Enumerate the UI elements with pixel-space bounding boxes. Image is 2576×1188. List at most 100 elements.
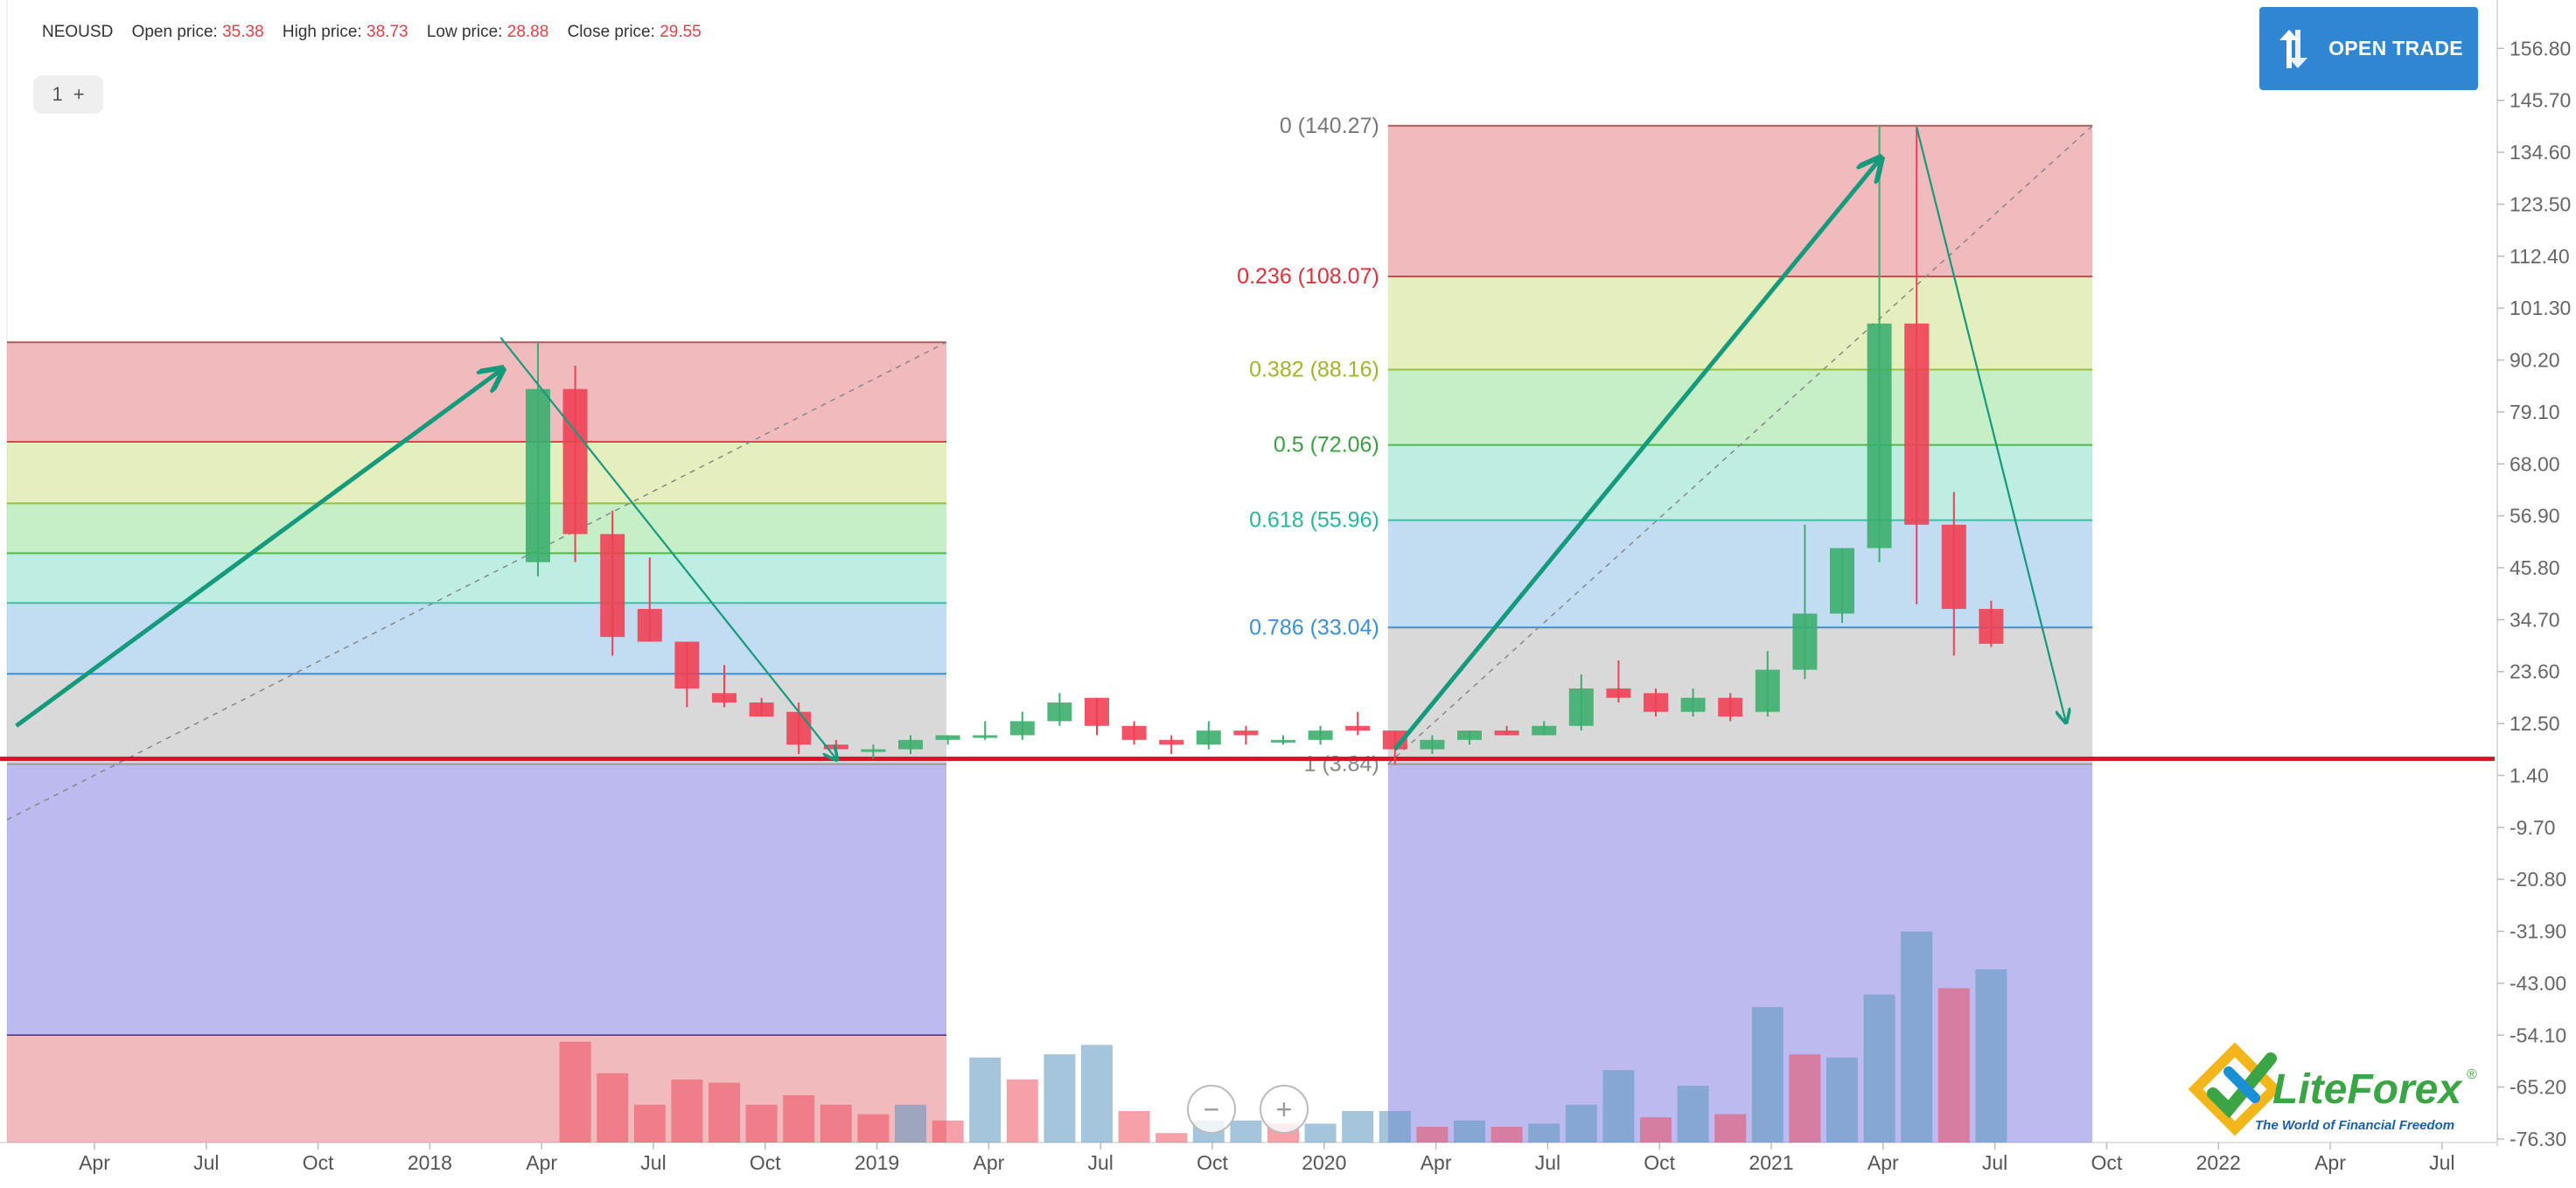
candle-body (1121, 725, 1147, 740)
zoom-in-button[interactable]: + (1260, 1085, 1309, 1134)
volume-bar (1044, 1054, 1076, 1143)
candle-body (1494, 730, 1519, 736)
fib-trendline-0 (6, 341, 947, 821)
x-tick-label: Jul (2429, 1151, 2454, 1174)
trend-arrow-3 (1916, 126, 2065, 721)
candle-body (1047, 702, 1072, 722)
x-tick-label: Oct (750, 1151, 781, 1174)
y-tick-label: 123.50 (2510, 192, 2571, 215)
candle-body (1792, 613, 1818, 670)
fib-label-1: 0.236 (108.07) (1237, 264, 1379, 289)
candle-body (1644, 693, 1668, 712)
candle-body (1904, 323, 1930, 525)
candle-body (1345, 725, 1371, 731)
volume-bar (1751, 1007, 1784, 1143)
volume-bar (1155, 1133, 1188, 1143)
volume-bar (1118, 1111, 1150, 1143)
layers-button[interactable]: 1 + (33, 75, 103, 114)
fib-label-4: 0.618 (55.96) (1249, 508, 1379, 533)
fib-label-0: 0 (140.27) (1280, 114, 1379, 138)
y-tick-label: 134.60 (2510, 141, 2571, 164)
x-tick-label: Jul (640, 1151, 666, 1174)
volume-bar (1342, 1111, 1374, 1143)
x-tick-label: Oct (1197, 1151, 1228, 1174)
volume-bar (1789, 1054, 1821, 1143)
candle-body (1233, 730, 1259, 736)
fib-zone-0-1 (7, 442, 946, 504)
candle-body (562, 388, 588, 535)
y-tick-label: 34.70 (2510, 608, 2560, 631)
x-tick-label: 2021 (1749, 1151, 1793, 1174)
fib-ext-zone-1 (1387, 764, 2093, 1143)
fib-zone-0-2 (7, 503, 946, 554)
y-tick-label: 56.90 (2510, 505, 2560, 528)
candle-body (1867, 323, 1892, 549)
high-price-label: High price: (282, 23, 362, 41)
fib-zone-1-1 (1387, 276, 2093, 370)
liteforex-logo: LiteForex ® The World of Financial Freed… (2187, 1041, 2477, 1137)
y-tick-label: 112.40 (2510, 245, 2570, 268)
volume-bar (1602, 1070, 1635, 1143)
candle-body (1680, 697, 1706, 712)
y-tick-label: -9.70 (2510, 816, 2555, 839)
candle-body (1420, 739, 1445, 750)
candle-body (1755, 669, 1780, 712)
volume-bar (597, 1073, 629, 1143)
open-trade-button[interactable]: OPEN TRADE (2259, 7, 2478, 90)
fib-zone-1-4 (1387, 520, 2093, 628)
y-tick-label: 12.50 (2510, 712, 2560, 735)
x-tick-label: Apr (1867, 1151, 1899, 1174)
trend-arrow-0 (15, 370, 501, 728)
y-tick-label: -43.00 (2510, 972, 2566, 995)
y-tick-label: -31.90 (2510, 920, 2566, 943)
candle-body (973, 735, 998, 738)
volume-bar (820, 1104, 852, 1143)
candle-body (935, 735, 960, 740)
candle-body (1457, 730, 1482, 740)
candle-body (898, 739, 923, 750)
volume-bar (559, 1041, 591, 1143)
x-tick-label: Apr (526, 1151, 557, 1174)
fib-label-5: 0.786 (33.04) (1249, 615, 1379, 639)
candle-body (1308, 730, 1333, 740)
fib-zone-0-0 (7, 342, 946, 443)
volume-bar (969, 1057, 1002, 1143)
x-tick-label: Jul (193, 1151, 219, 1174)
y-tick-label: 145.70 (2510, 89, 2571, 112)
fib-trendline-1 (1387, 125, 2093, 765)
volume-bar (1826, 1057, 1858, 1143)
y-tick-label: 68.00 (2510, 452, 2560, 475)
x-tick-label: Jul (1087, 1151, 1113, 1174)
zoom-out-icon: − (1203, 1093, 1220, 1125)
y-tick-label: -54.10 (2510, 1024, 2566, 1046)
y-tick-label: 1.40 (2510, 764, 2549, 786)
x-tick-label: 2018 (408, 1151, 452, 1174)
volume-bar (1454, 1120, 1485, 1143)
open-price-label: Open price: (131, 23, 218, 41)
fib-zone-1-2 (1387, 369, 2093, 445)
zoom-out-button[interactable]: − (1187, 1085, 1236, 1134)
candle-body (526, 388, 550, 563)
x-tick-label: Jul (1535, 1151, 1560, 1174)
fib-label-6: 1 (3.84) (1304, 751, 1379, 776)
volume-bar (857, 1114, 890, 1143)
x-tick-label: Oct (2091, 1151, 2123, 1174)
candle-body (1718, 697, 1743, 717)
y-tick-label: 156.80 (2510, 37, 2571, 59)
candle-body (600, 534, 625, 638)
y-tick-label: 45.80 (2510, 556, 2560, 579)
high-price-value: 38.73 (367, 23, 408, 41)
y-tick-label: -65.20 (2510, 1076, 2566, 1099)
logo-tagline: The World of Financial Freedom (2255, 1118, 2455, 1133)
volume-bar (1677, 1086, 1709, 1143)
candle-body (1085, 697, 1109, 726)
candle-body (637, 609, 662, 642)
candle-body (712, 693, 736, 703)
x-tick-label: Apr (1421, 1151, 1452, 1174)
low-price-label: Low price: (426, 23, 503, 41)
volume-bar (1937, 988, 1970, 1143)
candle-body (1196, 730, 1221, 745)
candle-body (1979, 609, 2004, 644)
volume-bar (1528, 1123, 1560, 1143)
